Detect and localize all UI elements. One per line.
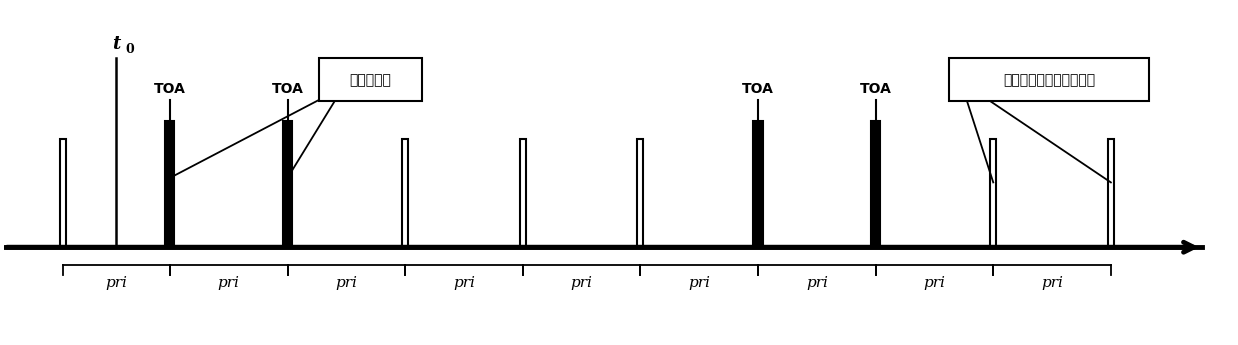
Text: pri: pri bbox=[218, 276, 240, 290]
Bar bbox=[402, 139, 409, 247]
Text: pri: pri bbox=[1041, 276, 1063, 290]
Text: pri: pri bbox=[453, 276, 475, 290]
Bar bbox=[59, 139, 66, 247]
Bar bbox=[872, 121, 880, 247]
Bar bbox=[1108, 139, 1114, 247]
Bar bbox=[284, 121, 292, 247]
FancyBboxPatch shape bbox=[950, 58, 1149, 101]
Text: TOA: TOA bbox=[859, 82, 891, 96]
Bar bbox=[754, 121, 763, 247]
Text: pri: pri bbox=[335, 276, 358, 290]
Text: 因未发射，未测到的脉冲: 因未发射，未测到的脉冲 bbox=[1003, 73, 1096, 87]
Text: TOA: TOA bbox=[154, 82, 186, 96]
Text: TOA: TOA bbox=[742, 82, 774, 96]
Bar bbox=[990, 139, 997, 247]
Text: pri: pri bbox=[688, 276, 711, 290]
Text: 0: 0 bbox=[125, 43, 134, 56]
Text: t: t bbox=[113, 35, 120, 53]
Bar bbox=[638, 139, 644, 247]
Text: 测到的脉冲: 测到的脉冲 bbox=[349, 73, 391, 87]
Text: pri: pri bbox=[924, 276, 946, 290]
FancyBboxPatch shape bbox=[318, 58, 422, 101]
Bar bbox=[520, 139, 526, 247]
Text: TOA: TOA bbox=[271, 82, 303, 96]
Bar bbox=[166, 121, 175, 247]
Text: pri: pri bbox=[806, 276, 828, 290]
Text: pri: pri bbox=[571, 276, 593, 290]
Text: pri: pri bbox=[105, 276, 128, 290]
